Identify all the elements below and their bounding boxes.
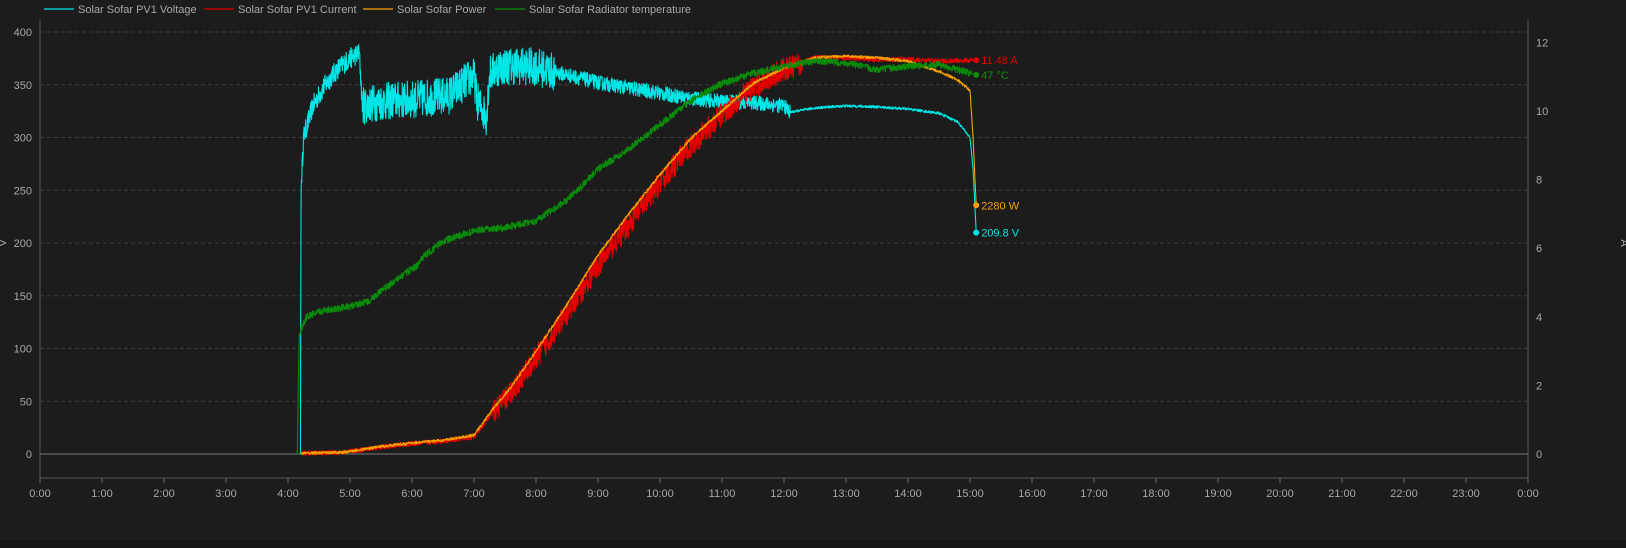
end-label-solar-sofar-radiator-temperature: 47 °C xyxy=(981,70,1009,82)
y-right-tick-label: 10 xyxy=(1536,106,1548,118)
x-tick-label: 21:00 xyxy=(1328,488,1356,500)
x-tick-label: 5:00 xyxy=(339,488,360,500)
x-tick-label: 15:00 xyxy=(956,488,984,500)
x-tick-label: 11:00 xyxy=(709,488,736,500)
y-left-tick-label: 150 xyxy=(14,291,32,303)
legend-label-solar-sofar-pv1-voltage: Solar Sofar PV1 Voltage xyxy=(78,4,197,16)
legend-label-solar-sofar-pv1-current: Solar Sofar PV1 Current xyxy=(238,4,357,16)
x-tick-label: 4:00 xyxy=(277,488,298,500)
y-right-tick-label: 4 xyxy=(1536,312,1542,324)
x-tick-label: 20:00 xyxy=(1266,488,1294,500)
x-axis: 0:00 1:00 2:00 3:00 4:00 5:00 6:00 7:00 8:00 9:00… xyxy=(29,20,1539,500)
end-label-solar-sofar-pv1-current: 11.48 A xyxy=(981,55,1018,67)
series-line-solar-sofar-power xyxy=(300,54,977,456)
end-label-solar-sofar-pv1-voltage: 209.8 V xyxy=(981,228,1020,240)
x-tick-label: 18:00 xyxy=(1142,488,1170,500)
end-point-solar-sofar-radiator-temperature xyxy=(973,71,980,78)
end-point-solar-sofar-power xyxy=(973,202,980,209)
y-left-unit-label: V xyxy=(0,239,9,247)
end-label-solar-sofar-power: 2280 W xyxy=(981,200,1020,212)
y-left-tick-label: 350 xyxy=(14,80,32,92)
y-left-tick-label: 400 xyxy=(14,27,32,39)
x-tick-label: 2:00 xyxy=(153,488,174,500)
x-tick-label: 16:00 xyxy=(1018,488,1046,500)
x-tick-label: 1:00 xyxy=(91,488,112,500)
y-right-tick-label: 8 xyxy=(1536,175,1542,187)
y-right-tick-label: 0 xyxy=(1536,449,1542,461)
y-left-tick-label: 250 xyxy=(14,185,32,197)
x-tick-label: 23:00 xyxy=(1452,488,1480,500)
y-left-tick-label: 200 xyxy=(14,238,32,250)
end-point-solar-sofar-pv1-current xyxy=(973,57,980,64)
legend: Solar Sofar PV1 Voltage Solar Sofar PV1 C… xyxy=(44,4,691,16)
x-tick-label: 10:00 xyxy=(646,488,674,500)
series-line-solar-sofar-pv1-voltage xyxy=(299,43,977,455)
x-tick-label: 12:00 xyxy=(770,488,798,500)
x-tick-label: 13:00 xyxy=(832,488,860,500)
y-axis-right: 0 2 4 6 8 10 12 A xyxy=(1536,37,1626,461)
y-left-tick-label: 300 xyxy=(14,133,32,145)
y-right-unit-label: A xyxy=(1618,239,1626,247)
x-tick-label: 22:00 xyxy=(1390,488,1418,500)
series-layer xyxy=(296,43,977,457)
series-line-solar-sofar-radiator-temperature xyxy=(296,57,977,455)
end-point-solar-sofar-pv1-voltage xyxy=(973,229,980,236)
x-tick-label: 19:00 xyxy=(1204,488,1232,500)
legend-label-solar-sofar-power: Solar Sofar Power xyxy=(397,4,487,16)
y-axis-left: 0 50 100 150 200 250 300 350 400 V xyxy=(0,27,32,461)
x-tick-label: 0:00 xyxy=(1517,488,1538,500)
y-left-tick-label: 0 xyxy=(26,449,32,461)
y-right-tick-label: 2 xyxy=(1536,380,1542,392)
x-tick-label: 3:00 xyxy=(215,488,236,500)
y-right-tick-label: 6 xyxy=(1536,243,1542,255)
x-tick-label: 17:00 xyxy=(1080,488,1108,500)
x-tick-label: 14:00 xyxy=(894,488,922,500)
x-tick-label: 6:00 xyxy=(401,488,422,500)
x-tick-label: 8:00 xyxy=(525,488,546,500)
legend-label-solar-sofar-radiator-temperature: Solar Sofar Radiator temperature xyxy=(529,4,691,16)
end-labels: 209.8 V 11.48 A 2280 W 47 °C xyxy=(973,55,1020,240)
y-left-tick-label: 50 xyxy=(20,396,32,408)
y-left-tick-label: 100 xyxy=(14,344,32,356)
gridlines xyxy=(40,31,1528,402)
x-tick-label: 9:00 xyxy=(587,488,608,500)
y-right-tick-label: 12 xyxy=(1536,37,1548,49)
x-tick-label: 0:00 xyxy=(29,488,50,500)
x-tick-label: 7:00 xyxy=(463,488,484,500)
